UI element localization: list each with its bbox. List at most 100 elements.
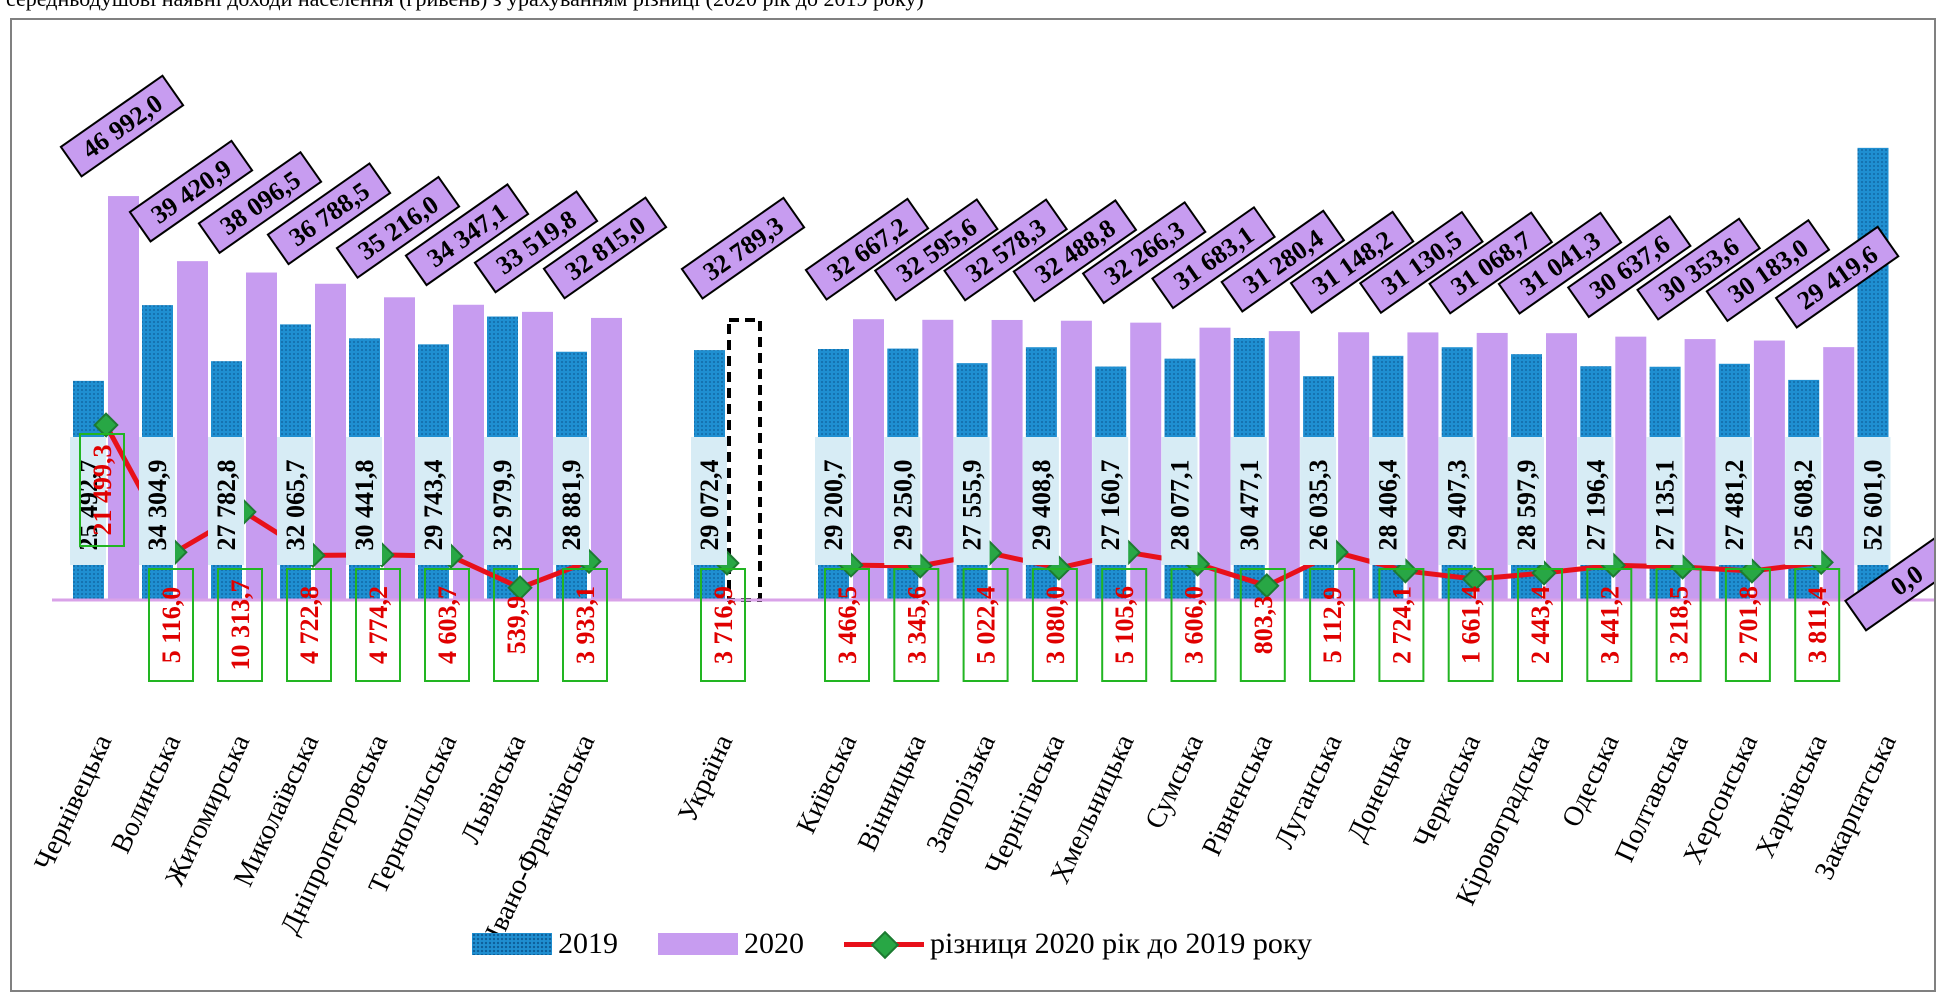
- label-2019-group: 27 555,9: [953, 437, 990, 565]
- label-2019: 28 406,4: [1373, 460, 1402, 551]
- label-diff-group: 3 811,4: [1794, 568, 1841, 682]
- category-label: Чернівецька: [28, 729, 118, 875]
- label-2019-group: 29 743,4: [415, 437, 451, 565]
- label-2019-box: [1646, 437, 1683, 565]
- label-diff-box: [1031, 568, 1078, 682]
- label-2019-box: [484, 437, 520, 565]
- label-2020-box: [335, 175, 461, 279]
- label-2019-group: 29 408,8: [1022, 437, 1059, 565]
- label-2019-group: 28 881,9: [553, 437, 589, 565]
- page-title: середньодушові наявні доходи населення (…: [6, 0, 924, 12]
- label-diff: 2 724,1: [1387, 586, 1416, 664]
- label-diff-box: [1586, 568, 1633, 682]
- category-label: Запорізька: [920, 729, 1002, 857]
- label-2019-group: 29 250,0: [884, 437, 921, 565]
- label-2019-group: 27 196,4: [1577, 437, 1614, 565]
- label-diff-box: [1724, 568, 1771, 682]
- label-diff-group: 4 603,7: [424, 568, 470, 682]
- label-2019-group: 28 077,1: [1161, 437, 1198, 565]
- label-diff: 3 345,6: [902, 586, 931, 664]
- label-2019-group: 25 608,2: [1785, 437, 1822, 565]
- label-diff-box: [700, 568, 746, 682]
- bar-2020: [1684, 339, 1716, 600]
- label-2019-group: 26 035,3: [1300, 437, 1337, 565]
- label-2019-box: [1300, 437, 1337, 565]
- label-diff: 5 105,6: [1110, 586, 1139, 664]
- label-2020-box: [59, 74, 185, 178]
- difference-marker: [507, 575, 533, 601]
- legend-swatch-2019: [472, 933, 552, 955]
- label-diff: 3 080,0: [1041, 586, 1070, 664]
- label-diff-box: [1655, 568, 1702, 682]
- label-2019-box: [1230, 437, 1267, 565]
- label-2019-group: 30 477,1: [1230, 437, 1267, 565]
- label-2019-group: 29 200,7: [815, 437, 851, 565]
- label-2020-box: [943, 198, 1069, 302]
- label-2020-box: [473, 190, 599, 294]
- label-2019-box: [139, 437, 175, 565]
- label-diff-group: 3 441,2: [1586, 568, 1633, 682]
- label-2019-box: [815, 437, 851, 565]
- label-diff: 3 716,9: [709, 586, 738, 664]
- label-2019: 29 072,4: [695, 460, 724, 551]
- label-diff-box: [1309, 568, 1356, 682]
- label-2020-box: [128, 139, 254, 243]
- label-2019-group: 32 979,9: [484, 437, 520, 565]
- label-2020-group: 32 789,3: [680, 196, 806, 300]
- label-diff-box: [824, 568, 870, 682]
- label-2020-box: [197, 150, 323, 255]
- bar-2020: [1060, 320, 1092, 600]
- label-diff: 5 116,0: [157, 587, 186, 664]
- label-2019: 29 407,3: [1443, 460, 1472, 551]
- label-2019: 28 881,9: [557, 460, 586, 551]
- bar-2020: [246, 272, 277, 600]
- label-diff-box: [493, 568, 539, 682]
- label-diff-box: [217, 568, 263, 682]
- label-diff: 3 606,0: [1180, 586, 1209, 664]
- category-label: Волинська: [106, 729, 188, 858]
- label-diff-group: 1 661,4: [1447, 568, 1494, 682]
- label-2019-group: 27 160,7: [1092, 437, 1129, 565]
- label-diff-box: [1794, 568, 1841, 682]
- label-diff-group: 3 218,5: [1655, 568, 1702, 682]
- label-diff-group: 3 716,9: [700, 568, 746, 682]
- label-2019-group: 27 782,8: [208, 437, 244, 565]
- label-2019-group: 29 407,3: [1438, 437, 1475, 565]
- label-diff: 539,9: [502, 596, 531, 655]
- label-2020-box: [1220, 209, 1346, 313]
- bar-2020: [1199, 327, 1231, 600]
- difference-marker: [1739, 558, 1765, 584]
- label-2019: 27 555,9: [958, 460, 987, 551]
- label-2019-box: [1161, 437, 1198, 565]
- label-2019-box: [1022, 437, 1059, 565]
- label-diff-group: 10 313,7: [217, 568, 263, 682]
- category-label: Черкаська: [1408, 729, 1487, 852]
- label-diff-group: 5 116,0: [148, 568, 194, 682]
- label-2019-box: [553, 437, 589, 565]
- label-diff-box: [1378, 568, 1425, 682]
- label-2019-box: [1577, 437, 1614, 565]
- label-diff: 4 774,2: [364, 586, 393, 664]
- bar-2020: [1546, 333, 1577, 600]
- label-diff-group: 4 722,8: [286, 568, 332, 682]
- label-diff-group: 3 466,5: [824, 568, 870, 682]
- label-diff: 2 443,4: [1526, 586, 1555, 664]
- label-2019-box: [415, 437, 451, 565]
- label-2019-box: [1369, 437, 1406, 565]
- label-2019-box: [208, 437, 244, 565]
- bar-2020: [522, 311, 553, 600]
- label-2020-box: [1566, 214, 1692, 319]
- label-2019-group: 34 304,9: [139, 437, 175, 565]
- bar-2020: [1753, 340, 1785, 600]
- label-2019-group: 52 601,0: [1854, 437, 1891, 565]
- label-2020-box: [1289, 210, 1415, 314]
- label-2019: 29 743,4: [419, 460, 448, 551]
- label-2019: 27 160,7: [1096, 460, 1125, 551]
- label-2019-group: 29 072,4: [691, 437, 727, 565]
- bar-2020: [853, 319, 884, 600]
- label-diff-group: 2 443,4: [1517, 568, 1563, 682]
- label-diff: 4 722,8: [295, 586, 324, 664]
- label-2019: 29 408,8: [1027, 460, 1056, 551]
- label-2020-box: [266, 162, 392, 266]
- label-diff: 5 112,9: [1318, 587, 1347, 664]
